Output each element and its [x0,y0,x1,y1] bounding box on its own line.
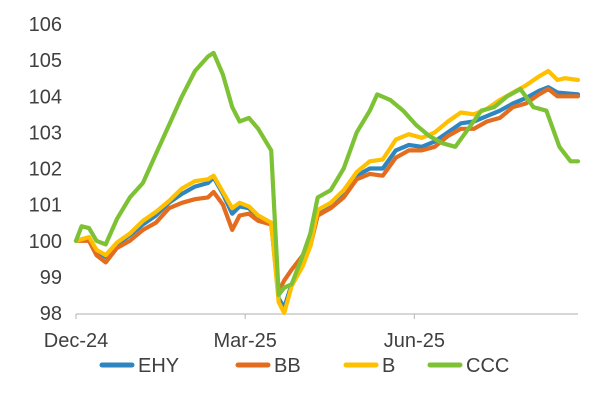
series-line-ehy [73,85,581,310]
series-line-b [73,68,581,316]
y-tick-label: 105 [29,50,62,72]
x-tick-label: Dec-24 [44,330,108,352]
x-tick-label: Jun-25 [384,330,445,352]
x-axis-ticks: Dec-24 Mar-25 Jun-25 [44,314,445,352]
y-tick-label: 101 [29,195,62,217]
y-tick-label: 104 [29,86,62,108]
legend-label-bb: BB [274,355,301,377]
legend-label-ehy: EHY [138,355,179,377]
y-tick-label: 103 [29,122,62,144]
y-tick-label: 98 [40,303,62,325]
series-line-ccc [73,50,581,297]
legend: EHY BB B CCC [99,355,509,377]
y-tick-label: 99 [40,267,62,289]
legend-label-b: B [382,355,395,377]
y-tick-label: 106 [29,14,62,36]
x-tick-label: Mar-25 [214,330,277,352]
series-lines [73,50,581,316]
legend-label-ccc: CCC [466,355,509,377]
y-axis-ticks: 98 99 100 101 102 103 104 105 106 [29,14,62,325]
y-tick-label: 102 [29,159,62,181]
y-tick-label: 100 [29,231,62,253]
